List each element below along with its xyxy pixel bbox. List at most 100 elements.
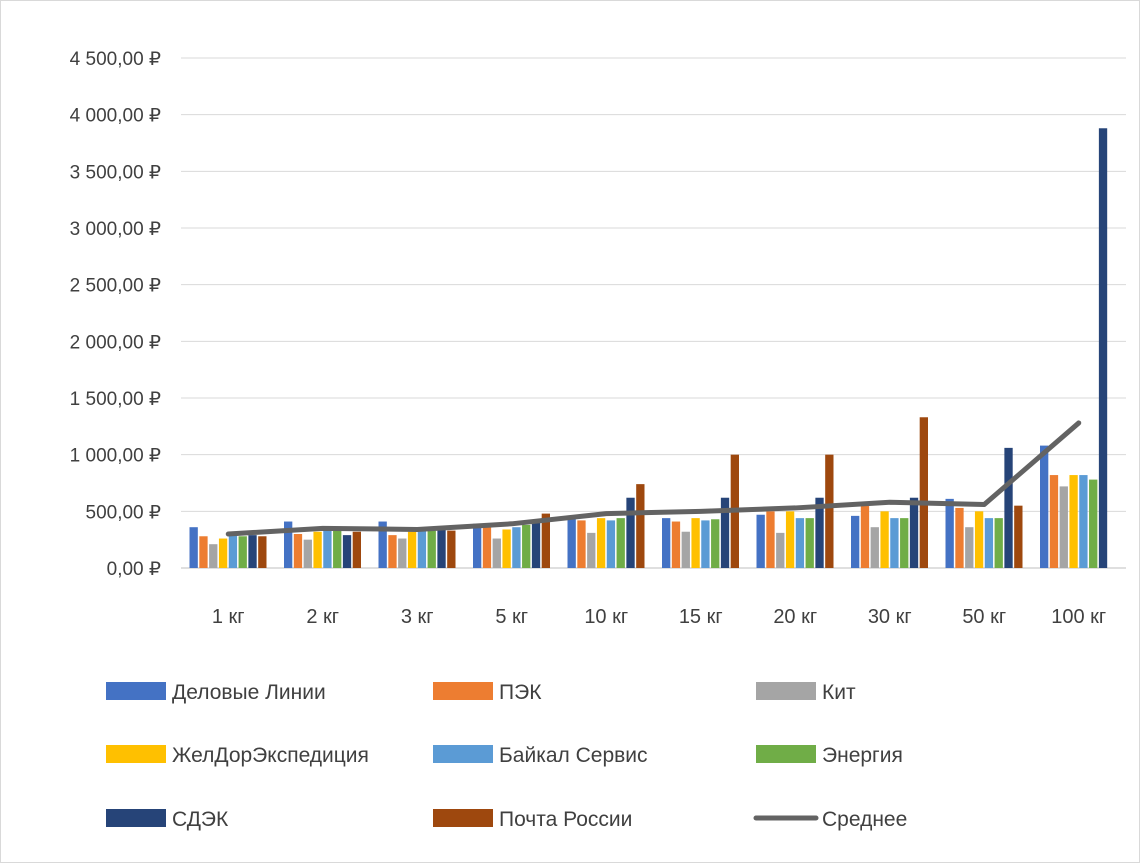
bar <box>239 536 247 568</box>
bar <box>682 532 690 568</box>
bar <box>890 518 898 568</box>
y-tick-label: 4 500,00 ₽ <box>70 49 161 70</box>
bar <box>587 533 595 568</box>
bar <box>568 519 576 568</box>
bar <box>871 527 879 568</box>
bar <box>701 520 709 568</box>
legend-label: Байкал Сервис <box>499 744 648 767</box>
legend-label: Энергия <box>822 744 903 767</box>
bar <box>437 527 445 568</box>
bar <box>617 518 625 568</box>
bar <box>353 532 361 568</box>
x-tick-label: 30 кг <box>868 606 912 628</box>
legend-swatch <box>106 745 166 763</box>
y-tick-label: 2 500,00 ₽ <box>70 276 161 297</box>
bar <box>512 527 520 568</box>
bar <box>806 518 814 568</box>
bar <box>502 529 510 568</box>
y-tick-label: 2 000,00 ₽ <box>70 332 161 353</box>
bar <box>1040 446 1048 568</box>
x-tick-label: 100 кг <box>1051 606 1106 628</box>
bar <box>1079 475 1087 568</box>
bar <box>910 498 918 568</box>
legend-swatch <box>106 809 166 827</box>
legend-label: ЖелДорЭкспедиция <box>172 744 369 767</box>
legend-swatch <box>433 682 493 700</box>
bar <box>388 535 396 568</box>
y-tick-label: 1 000,00 ₽ <box>70 446 161 467</box>
bar <box>796 518 804 568</box>
legend-label: ПЭК <box>499 681 542 704</box>
legend: Деловые Линии ПЭК Кит ЖелДорЭкспедиция Байка… <box>106 681 907 831</box>
bar <box>219 539 227 568</box>
bar <box>258 536 266 568</box>
bar <box>607 520 615 568</box>
bar <box>1060 486 1068 568</box>
bar <box>825 455 833 568</box>
bar <box>786 511 794 568</box>
bar <box>473 524 481 568</box>
legend-label: Почта России <box>499 808 632 831</box>
bar <box>343 535 351 568</box>
bar <box>229 535 237 568</box>
bar <box>861 503 869 568</box>
bar <box>333 531 341 568</box>
y-tick-label: 1 500,00 ₽ <box>70 389 161 410</box>
bar <box>304 540 312 568</box>
bar <box>636 484 644 568</box>
bar <box>711 519 719 568</box>
bar <box>190 527 198 568</box>
bar <box>985 518 993 568</box>
bar <box>965 527 973 568</box>
x-tick-label: 1 кг <box>212 606 245 628</box>
legend-label: Кит <box>822 681 856 704</box>
bar <box>1089 480 1097 568</box>
bar <box>1099 128 1107 568</box>
legend-swatch <box>433 745 493 763</box>
x-tick-label: 10 кг <box>584 606 628 628</box>
y-tick-label: 3 000,00 ₽ <box>70 219 161 240</box>
bar <box>662 518 670 568</box>
bar <box>626 498 634 568</box>
bar <box>691 518 699 568</box>
x-tick-label: 3 кг <box>401 606 434 628</box>
bar <box>757 515 765 568</box>
bar <box>975 511 983 568</box>
x-tick-label: 5 кг <box>495 606 528 628</box>
bar <box>522 525 530 568</box>
bar <box>483 526 491 568</box>
bar <box>532 523 540 568</box>
legend-swatch <box>756 682 816 700</box>
gridlines <box>181 58 1126 568</box>
x-tick-label: 2 кг <box>306 606 339 628</box>
bar <box>294 534 302 568</box>
bar <box>248 535 256 568</box>
bar <box>920 417 928 568</box>
y-tick-label: 0,00 ₽ <box>107 559 161 580</box>
bar <box>418 531 426 568</box>
bar <box>946 499 954 568</box>
bar <box>408 532 416 568</box>
x-tick-label: 20 кг <box>773 606 817 628</box>
bar <box>398 539 406 568</box>
y-tick-label: 3 500,00 ₽ <box>70 162 161 183</box>
legend-label: Среднее <box>822 808 907 831</box>
x-tick-label: 50 кг <box>962 606 1006 628</box>
bar <box>209 544 217 568</box>
bar <box>597 518 605 568</box>
bar <box>1014 506 1022 568</box>
bar <box>851 516 859 568</box>
legend-label: Деловые Линии <box>172 681 326 704</box>
bar <box>199 536 207 568</box>
legend-label: СДЭК <box>172 808 229 831</box>
bar <box>577 520 585 568</box>
bar <box>776 533 784 568</box>
bar <box>1050 475 1058 568</box>
legend-swatch <box>106 682 166 700</box>
bar <box>995 518 1003 568</box>
bar <box>323 529 331 568</box>
bar <box>313 532 321 568</box>
